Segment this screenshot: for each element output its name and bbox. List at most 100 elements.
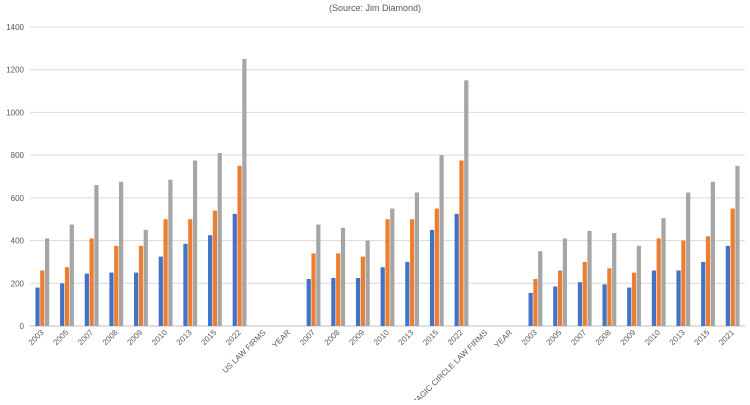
bar-series-2-2009 [361, 257, 365, 326]
y-tick-label: 1000 [6, 108, 24, 117]
bar-series-1-2003 [529, 293, 533, 326]
bar-series-3-2021 [735, 166, 739, 326]
x-tick-label: 2022 [446, 328, 465, 347]
bar-series-1-2007 [307, 279, 311, 326]
bar-series-3-2013 [686, 193, 690, 326]
x-tick-label: 2015 [692, 328, 711, 347]
x-tick-label: 2013 [175, 328, 194, 347]
bar-series-2-2007 [583, 262, 587, 326]
bar-series-3-2008 [612, 233, 616, 326]
bar-series-3-2005 [563, 238, 567, 326]
x-tick-label: 2010 [150, 328, 169, 347]
y-tick-label: 1200 [6, 66, 24, 75]
bar-series-3-2015 [440, 155, 444, 326]
bar-series-2-2015 [435, 209, 439, 326]
bar-series-1-2008 [331, 278, 335, 326]
bar-series-3-2015 [218, 153, 222, 326]
bar-series-2-2021 [731, 209, 735, 326]
bar-series-2-2008 [336, 253, 340, 326]
bar-series-3-2010 [390, 209, 394, 326]
x-tick-label: 2021 [717, 328, 736, 347]
x-tick-label: 2015 [421, 328, 440, 347]
x-tick-label: 2022 [224, 328, 243, 347]
bar-series-1-2013 [405, 262, 409, 326]
bar-series-1-2010 [652, 270, 656, 326]
y-tick-label: 200 [11, 279, 25, 288]
x-tick-label: 2005 [545, 328, 564, 347]
bar-series-3-2013 [415, 193, 419, 326]
bar-series-3-2015 [711, 182, 715, 326]
bar-series-3-2013 [193, 160, 197, 326]
bar-series-3-2022 [464, 80, 468, 326]
bar-series-1-2013 [676, 270, 680, 326]
x-tick-label: YEAR [271, 328, 293, 350]
bar-series-2-2008 [114, 246, 118, 326]
bar-series-1-2009 [134, 273, 138, 326]
x-tick-label: 2003 [27, 328, 46, 347]
bar-series-1-2005 [553, 286, 557, 326]
bar-series-2-2015 [213, 211, 217, 326]
x-tick-label: 2013 [668, 328, 687, 347]
bar-series-1-2009 [627, 288, 631, 326]
bars [35, 59, 739, 326]
x-tick-label: 2008 [323, 328, 342, 347]
bar-series-2-2013 [681, 241, 685, 326]
bar-series-3-2010 [168, 180, 172, 326]
bar-series-1-2015 [701, 262, 705, 326]
bar-series-1-2007 [578, 282, 582, 326]
x-tick-label: 2003 [520, 328, 539, 347]
bar-series-2-2009 [139, 246, 143, 326]
y-tick-label: 0 [20, 322, 25, 331]
bar-series-1-2013 [183, 244, 187, 326]
bar-series-2-2022 [237, 166, 241, 326]
bar-series-2-2013 [188, 219, 192, 326]
x-tick-label: 2010 [372, 328, 391, 347]
bar-series-1-2022 [233, 214, 237, 326]
bar-series-1-2021 [726, 246, 730, 326]
bar-series-1-2015 [430, 230, 434, 326]
bar-series-2-2009 [632, 273, 636, 326]
bar-series-2-2007 [90, 238, 94, 326]
bar-series-1-2005 [60, 283, 64, 326]
y-tick-label: 600 [11, 194, 25, 203]
x-tick-label: 2007 [76, 328, 95, 347]
x-tick-label: 2008 [101, 328, 120, 347]
x-tick-label: 2008 [594, 328, 613, 347]
y-tick-label: 800 [11, 151, 25, 160]
bar-series-2-2007 [311, 253, 315, 326]
bar-series-2-2010 [164, 219, 168, 326]
y-axis: 0 200 400 600 800 1000 1200 1400 [6, 23, 24, 331]
bar-series-2-2022 [459, 160, 463, 326]
x-tick-label: 2013 [397, 328, 416, 347]
x-tick-label: 2007 [298, 328, 317, 347]
bar-series-3-2008 [119, 182, 123, 326]
bar-series-1-2022 [455, 214, 459, 326]
bar-series-1-2003 [35, 288, 39, 326]
x-tick-label: YEAR [492, 328, 514, 350]
bar-series-1-2008 [109, 273, 113, 326]
chart-subtitle: (Source: Jim Diamond) [329, 3, 421, 13]
bar-series-3-2007 [587, 231, 591, 326]
y-tick-label: 1400 [6, 23, 24, 32]
bar-series-3-2022 [242, 59, 246, 326]
bar-series-2-2015 [706, 236, 710, 326]
bar-series-2-2003 [40, 270, 44, 326]
bar-series-2-2005 [65, 267, 69, 326]
bar-series-2-2003 [533, 279, 537, 326]
x-tick-label: 2005 [51, 328, 70, 347]
x-tick-label: 2015 [199, 328, 218, 347]
bar-series-1-2010 [159, 257, 163, 326]
bar-series-1-2015 [208, 235, 212, 326]
bar-series-3-2005 [70, 225, 74, 326]
x-tick-label: 2010 [643, 328, 662, 347]
bar-series-2-2008 [607, 268, 611, 326]
bar-series-1-2010 [381, 267, 385, 326]
bar-series-1-2008 [602, 284, 606, 326]
bar-series-3-2003 [45, 238, 49, 326]
bar-series-3-2007 [316, 225, 320, 326]
x-tick-label: 2009 [347, 328, 366, 347]
x-tick-label: 2009 [619, 328, 638, 347]
bar-series-2-2010 [657, 238, 661, 326]
